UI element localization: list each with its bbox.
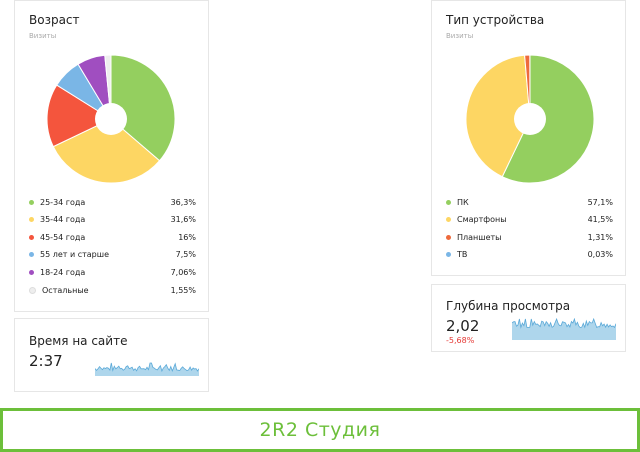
- time-on-site-title: Время на сайте: [29, 334, 128, 348]
- legend-value: 16%: [178, 232, 196, 242]
- legend-dot-icon: [29, 252, 34, 258]
- age-slice-5[interactable]: [104, 54, 112, 120]
- studio-banner: 2R2 Студия: [0, 408, 640, 452]
- legend-value: 31,6%: [170, 215, 196, 225]
- device-slice-0[interactable]: [501, 54, 595, 184]
- legend-value: 1,55%: [170, 285, 196, 295]
- device-legend-item[interactable]: Смартфоны 41,5%: [446, 214, 613, 226]
- age-pie-chart: [46, 54, 176, 184]
- depth-value: 2,02: [446, 317, 480, 335]
- depth-card-title: Глубина просмотра: [446, 299, 571, 313]
- age-slice-2[interactable]: [46, 84, 113, 148]
- legend-label: Остальные: [42, 285, 89, 295]
- legend-dot-icon: [29, 234, 34, 240]
- time-on-site-card: Время на сайте 2:37: [14, 318, 209, 392]
- legend-value: 57,1%: [587, 197, 613, 207]
- device-legend: ПК 57,1% Смартфоны 41,5% Планшеты 1,31% ТВ 0,03…: [446, 196, 613, 268]
- time-spark-line: [95, 362, 199, 373]
- legend-dot-icon: [446, 217, 451, 223]
- legend-label: Планшеты: [457, 232, 502, 242]
- legend-value: 1,31%: [587, 232, 613, 242]
- age-legend: 25-34 года 36,3% 35-44 года 31,6% 45-54 года…: [29, 196, 196, 306]
- age-center-hole: [95, 103, 127, 135]
- age-card-subtitle: Визиты: [29, 32, 57, 40]
- legend-dot-icon: [446, 199, 451, 205]
- age-slice-0[interactable]: [110, 54, 176, 162]
- legend-value: 0,03%: [587, 250, 613, 260]
- device-legend-item[interactable]: ТВ 0,03%: [446, 249, 613, 261]
- age-legend-item[interactable]: Остальные 1,55%: [29, 284, 196, 296]
- legend-label: 55 лет и старше: [40, 250, 109, 260]
- time-on-site-sparkline: [95, 362, 199, 376]
- device-card: Тип устройства Визиты ПК 57,1% Смартфоны 41…: [431, 0, 626, 276]
- time-on-site-value: 2:37: [29, 352, 63, 370]
- age-legend-item[interactable]: 18-24 года 7,06%: [29, 266, 196, 278]
- legend-label: ТВ: [457, 250, 468, 260]
- legend-dot-icon: [29, 269, 34, 275]
- legend-dot-icon: [29, 217, 34, 223]
- legend-label: 45-54 года: [40, 232, 86, 242]
- device-pie-chart: [465, 54, 595, 184]
- legend-dot-icon: [29, 286, 36, 294]
- legend-value: 7,06%: [170, 267, 196, 277]
- depth-sparkline: [512, 318, 616, 340]
- time-spark-area: [95, 363, 199, 376]
- legend-dot-icon: [446, 234, 451, 240]
- depth-card: Глубина просмотра 2,02 -5,68%: [431, 284, 626, 352]
- age-legend-item[interactable]: 55 лет и старше 7,5%: [29, 249, 196, 261]
- legend-label: Смартфоны: [457, 215, 507, 225]
- legend-label: 35-44 года: [40, 215, 86, 225]
- device-slice-1[interactable]: [465, 54, 531, 178]
- device-legend-item[interactable]: ПК 57,1%: [446, 196, 613, 208]
- age-legend-item[interactable]: 25-34 года 36,3%: [29, 196, 196, 208]
- legend-dot-icon: [446, 252, 451, 258]
- studio-banner-text: 2R2 Студия: [3, 411, 637, 449]
- age-legend-item[interactable]: 45-54 года 16%: [29, 231, 196, 243]
- legend-label: 18-24 года: [40, 267, 86, 277]
- age-card-title: Возраст: [29, 13, 80, 27]
- depth-spark-area: [512, 319, 616, 340]
- legend-label: ПК: [457, 197, 469, 207]
- legend-value: 41,5%: [587, 215, 613, 225]
- device-legend-item[interactable]: Планшеты 1,31%: [446, 231, 613, 243]
- depth-delta: -5,68%: [446, 336, 475, 345]
- legend-label: 25-34 года: [40, 197, 86, 207]
- age-card: Возраст Визиты 25-34 года 36,3% 35-44 года…: [14, 0, 209, 312]
- age-slice-1[interactable]: [52, 118, 161, 184]
- legend-value: 36,3%: [170, 197, 196, 207]
- depth-spark-line: [512, 318, 616, 329]
- device-center-hole: [514, 103, 546, 135]
- legend-value: 7,5%: [175, 250, 196, 260]
- age-legend-item[interactable]: 35-44 года 31,6%: [29, 214, 196, 226]
- legend-dot-icon: [29, 199, 34, 205]
- device-card-title: Тип устройства: [446, 13, 545, 27]
- device-card-subtitle: Визиты: [446, 32, 474, 40]
